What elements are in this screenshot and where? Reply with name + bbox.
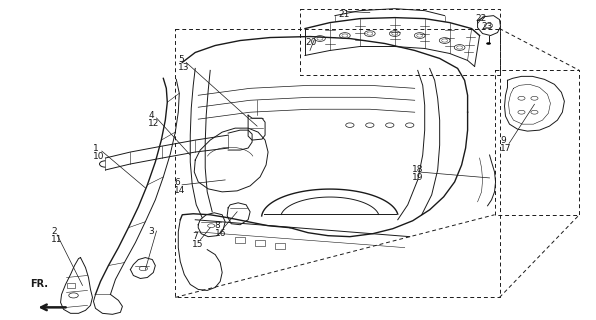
Text: 22: 22 [475, 14, 486, 23]
Text: FR.: FR. [30, 279, 48, 289]
Text: 8: 8 [215, 221, 221, 230]
Text: 4: 4 [148, 111, 154, 120]
Bar [235, 237, 245, 243]
Text: 9: 9 [500, 136, 506, 145]
Text: 2: 2 [51, 227, 57, 236]
Text: 12: 12 [148, 119, 160, 128]
Circle shape [486, 42, 491, 45]
Text: 16: 16 [215, 229, 226, 238]
Bar [255, 240, 265, 246]
Text: 3: 3 [148, 227, 154, 236]
Text: 20: 20 [305, 38, 316, 47]
Text: 5: 5 [178, 55, 184, 64]
Text: 23: 23 [481, 22, 492, 31]
Text: 7: 7 [192, 232, 198, 241]
Text: 18: 18 [412, 165, 424, 174]
Text: 17: 17 [500, 144, 512, 153]
Text: 19: 19 [412, 173, 424, 182]
Text: 13: 13 [178, 63, 190, 72]
Text: 11: 11 [51, 235, 63, 244]
Text: 10: 10 [93, 152, 104, 161]
Text: 14: 14 [174, 186, 186, 195]
Bar [67, 283, 76, 288]
Bar [275, 243, 285, 249]
Text: 1: 1 [93, 144, 98, 153]
Text: 21: 21 [339, 10, 350, 19]
Text: 6: 6 [174, 178, 180, 187]
Text: 15: 15 [192, 240, 204, 249]
